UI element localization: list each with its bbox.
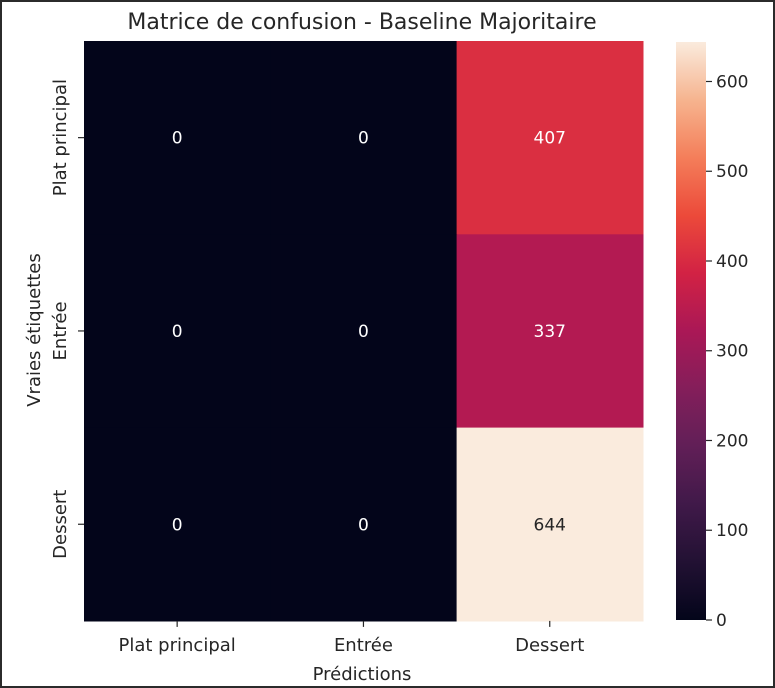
heatmap-cells: 0 0 407 0 0 337 0 0 644	[84, 41, 644, 622]
heatmap-cell	[456, 427, 644, 622]
heatmap-cell	[456, 234, 644, 429]
cell-value-label: 0	[172, 515, 183, 535]
heatmap-cell	[270, 41, 458, 235]
colorbar-tick-label: 500	[716, 162, 748, 182]
heatmap-cell	[84, 234, 271, 429]
cell-value-label: 644	[534, 515, 566, 535]
y-tick-label: Plat principal	[50, 79, 71, 196]
cell-value-label: 0	[172, 322, 183, 342]
heatmap-cell	[84, 427, 271, 622]
chart-title: Matrice de confusion - Baseline Majorita…	[127, 10, 596, 35]
heatmap-cell	[456, 41, 644, 235]
cell-value-label: 407	[534, 129, 566, 149]
y-tick-label: Entrée	[50, 301, 71, 360]
x-tick-label: Plat principal	[119, 635, 236, 656]
cell-value-label: 0	[358, 129, 369, 149]
colorbar-gradient	[676, 42, 706, 620]
x-axis-ticks: Plat principal Entrée Dessert	[119, 620, 584, 656]
heatmap-cell	[270, 234, 458, 429]
x-tick-label: Dessert	[515, 635, 584, 656]
colorbar-tick-label: 600	[716, 72, 748, 92]
x-axis-label: Prédictions	[313, 664, 412, 685]
cell-value-label: 0	[358, 515, 369, 535]
cell-value-label: 0	[172, 129, 183, 149]
y-tick-label: Dessert	[50, 490, 71, 559]
y-axis-ticks: Plat principal Entrée Dessert	[50, 79, 84, 559]
y-axis-label: Vraies étiquettes	[24, 253, 45, 407]
colorbar-tick-label: 200	[716, 431, 748, 451]
cell-value-label: 337	[534, 322, 566, 342]
colorbar-tick-label: 100	[716, 521, 748, 541]
cell-value-label: 0	[358, 322, 369, 342]
heatmap-cell	[84, 41, 271, 235]
heatmap-cell	[270, 427, 458, 622]
colorbar-tick-label: 400	[716, 252, 748, 272]
x-tick-label: Entrée	[334, 635, 393, 656]
colorbar-tick-label: 0	[716, 611, 727, 631]
colorbar-tick-label: 300	[716, 342, 748, 362]
colorbar: 0 100 200 300 400 500 600	[676, 42, 748, 631]
